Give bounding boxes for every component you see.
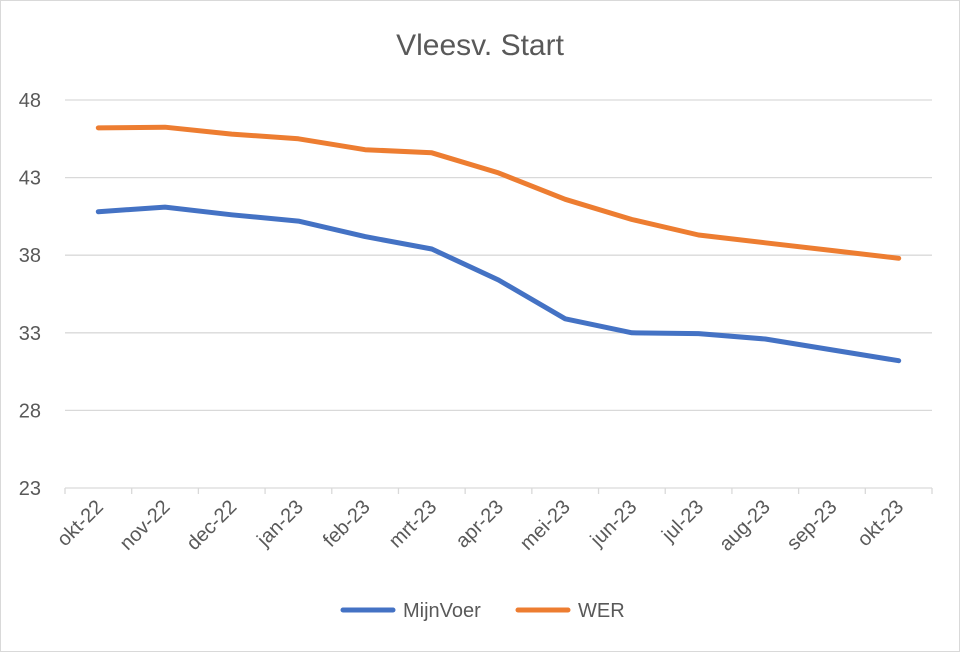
x-axis: okt-22 nov-22 dec-22 jan-23 feb-23 mrt-23 apr-… — [53, 487, 933, 556]
legend-label-wer: WER — [578, 600, 625, 622]
x-tick-label: mrt-23 — [385, 496, 441, 552]
x-tick-label: jul-23 — [657, 496, 708, 547]
y-tick-label: 23 — [19, 478, 41, 500]
x-tick-label: jan-23 — [252, 496, 308, 552]
gridlines — [65, 99, 932, 412]
y-axis: 23 28 33 38 43 48 — [19, 90, 41, 500]
chart-title: Vleesv. Start — [396, 29, 565, 62]
series-line-mijnvoer — [95, 204, 902, 364]
x-tick-label: mei-23 — [516, 496, 575, 555]
series-line-wer — [95, 124, 902, 261]
y-tick-label: 33 — [19, 323, 41, 345]
legend-label-mijnvoer: MijnVoer — [403, 600, 481, 622]
series-lines — [95, 124, 902, 364]
x-tick-label: jun-23 — [586, 496, 642, 552]
y-tick-label: 38 — [19, 245, 41, 267]
x-tick-label: aug-23 — [715, 496, 775, 556]
legend: MijnVoer WER — [340, 600, 625, 622]
y-tick-label: 28 — [19, 400, 41, 422]
x-tick-label: dec-22 — [182, 496, 241, 555]
x-tick-label: okt-22 — [53, 496, 108, 551]
x-tick-label: sep-23 — [783, 496, 842, 555]
y-tick-label: 43 — [19, 168, 41, 190]
x-tick-label: apr-23 — [452, 496, 508, 552]
y-tick-label: 48 — [19, 90, 41, 112]
x-tick-label: okt-23 — [853, 496, 908, 551]
x-tick-label: feb-23 — [319, 496, 375, 552]
x-tick-label: nov-22 — [116, 496, 175, 555]
